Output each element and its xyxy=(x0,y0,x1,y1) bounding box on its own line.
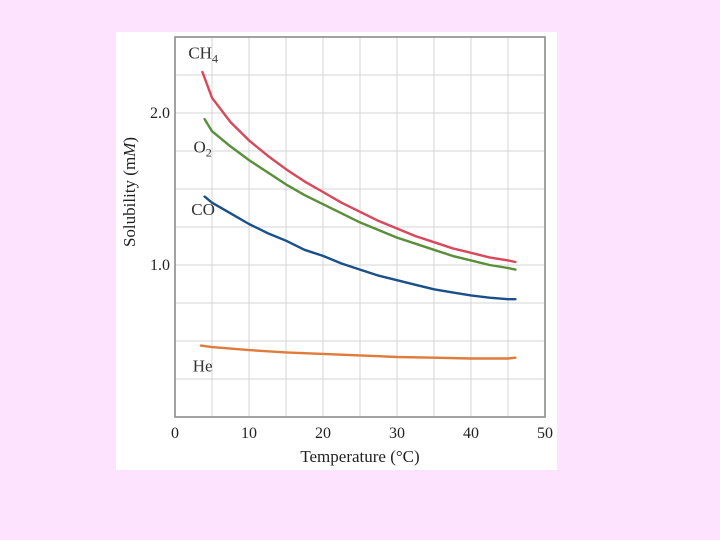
chart-panel: CH4 O2 CO He 0 10 20 30 40 50 1.0 2.0 Temperature… xyxy=(116,32,557,470)
series-label-o2: O2 xyxy=(194,138,212,160)
series-line-ch4 xyxy=(201,70,517,264)
series-label-ch4: CH4 xyxy=(188,43,218,65)
x-tick-label: 0 xyxy=(171,425,179,442)
grid xyxy=(175,37,545,417)
x-tick-labels: 0 10 20 30 40 50 xyxy=(171,425,553,442)
solubility-chart: CH4 O2 CO He 0 10 20 30 40 50 1.0 2.0 Temperature… xyxy=(120,36,553,466)
y-axis-title-main: Solubility (m xyxy=(120,157,139,247)
x-tick-label: 20 xyxy=(315,425,331,442)
y-axis-title-end: ) xyxy=(120,137,139,143)
y-tick-labels: 1.0 2.0 xyxy=(150,105,170,274)
y-tick-label: 1.0 xyxy=(150,257,170,274)
y-axis-title: Solubility (mM) xyxy=(120,137,139,247)
series-layer xyxy=(199,70,517,360)
x-axis-title: Temperature (°C) xyxy=(300,447,419,466)
series-line-co xyxy=(203,195,517,301)
x-tick-label: 10 xyxy=(241,425,257,442)
x-tick-label: 50 xyxy=(537,425,553,442)
plot-frame xyxy=(174,36,546,418)
series-line-o2 xyxy=(203,117,517,271)
series-line-he xyxy=(199,344,517,360)
y-tick-label: 2.0 xyxy=(150,105,170,122)
x-tick-label: 40 xyxy=(463,425,479,442)
series-label-he: He xyxy=(193,356,213,375)
x-tick-label: 30 xyxy=(389,425,405,442)
series-label-co: CO xyxy=(191,200,215,219)
y-axis-title-unit: M xyxy=(120,142,139,158)
series-labels: CH4 O2 CO He xyxy=(188,43,218,375)
